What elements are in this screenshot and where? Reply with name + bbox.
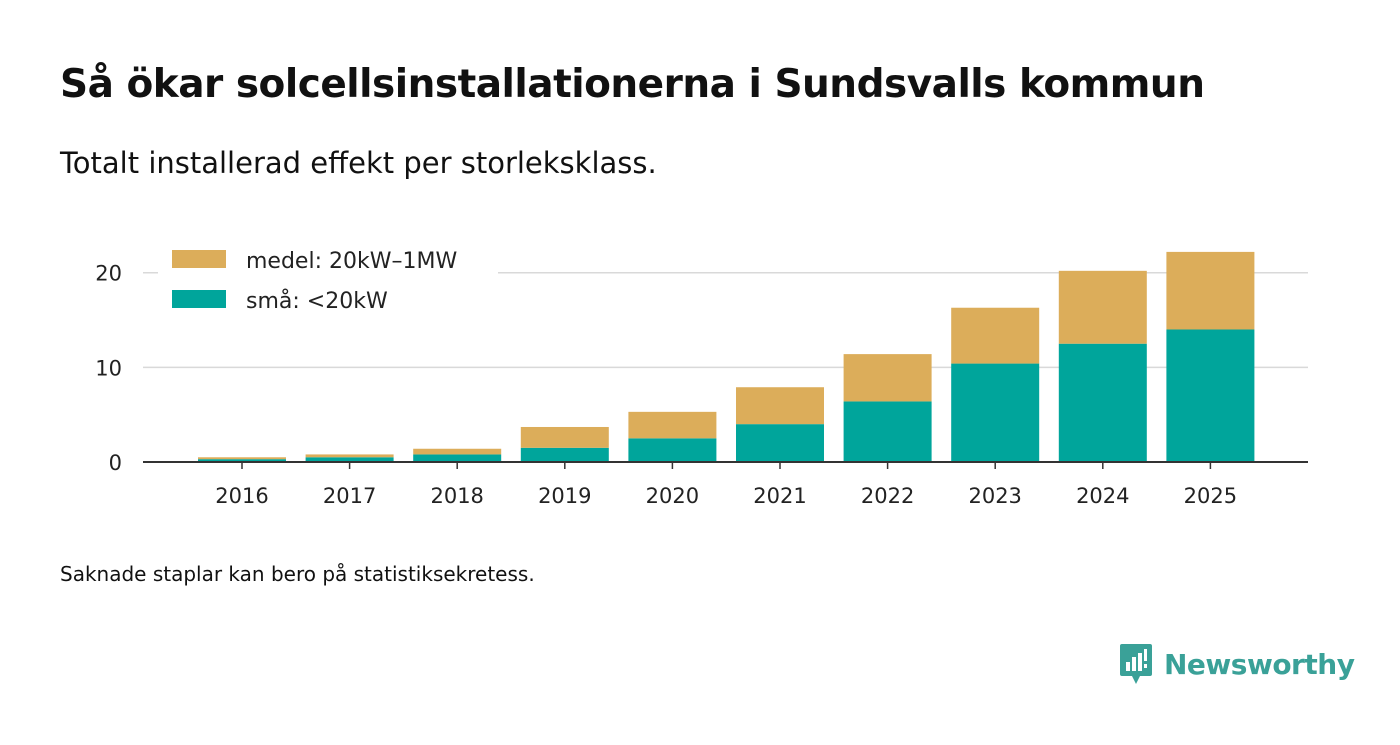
bar-segment <box>198 459 286 462</box>
chart-title: Så ökar solcellsinstallationerna i Sunds… <box>60 62 1205 107</box>
bar-segment <box>1166 251 1255 330</box>
bar-segment <box>413 448 502 455</box>
y-tick-label: 10 <box>95 356 122 380</box>
bar-segment <box>198 457 286 460</box>
x-tick-label: 2020 <box>646 484 699 508</box>
bar-segment <box>1058 270 1147 344</box>
brand-logo: Newsworthy <box>1118 642 1355 686</box>
x-tick-label: 2024 <box>1076 484 1129 508</box>
x-tick-label: 2022 <box>861 484 914 508</box>
bar-segment <box>1058 343 1147 462</box>
legend-label: medel: 20kW–1MW <box>246 249 457 274</box>
x-tick-label: 2021 <box>753 484 806 508</box>
bar-segment <box>951 363 1040 462</box>
footnote: Saknade staplar kan bero på statistiksek… <box>60 562 535 586</box>
newsworthy-logo-icon <box>1120 644 1152 684</box>
axes: 0 10 20 2016 2017 2018 2019 2020 2021 2022 2023 202… <box>95 262 1308 508</box>
y-tick-label: 20 <box>95 262 122 286</box>
bar-segment <box>628 438 717 462</box>
bar-segment <box>520 426 609 448</box>
x-tick-label: 2019 <box>538 484 591 508</box>
bar-segment <box>520 447 609 462</box>
legend-swatch <box>172 250 226 268</box>
y-tick-label: 0 <box>109 451 122 475</box>
legend-swatch <box>172 290 226 308</box>
x-tick-label: 2017 <box>323 484 376 508</box>
bar-segment <box>843 401 932 462</box>
bar-segment <box>736 424 824 462</box>
x-tick-label: 2016 <box>215 484 268 508</box>
bar-segment <box>413 454 502 462</box>
bar-segment <box>1166 329 1255 462</box>
x-tick-label: 2023 <box>968 484 1021 508</box>
x-tick-label: 2018 <box>430 484 483 508</box>
x-tick-label: 2025 <box>1184 484 1237 508</box>
bar-segment <box>843 354 932 402</box>
bar-segment <box>628 411 717 439</box>
chart-subtitle: Totalt installerad effekt per storlekskl… <box>60 146 657 180</box>
bars <box>198 251 1255 462</box>
bar-segment <box>951 307 1040 364</box>
legend: medel: 20kW–1MW små: <20kW <box>158 238 498 322</box>
legend-label: små: <20kW <box>246 288 388 314</box>
stacked-bar-chart: 0 10 20 2016 2017 2018 2019 2020 2021 2022 2023 202… <box>95 238 1308 508</box>
bar-segment <box>736 387 824 425</box>
brand-name: Newsworthy <box>1164 647 1355 681</box>
bar-segment <box>305 457 394 462</box>
bar-segment <box>305 454 394 458</box>
